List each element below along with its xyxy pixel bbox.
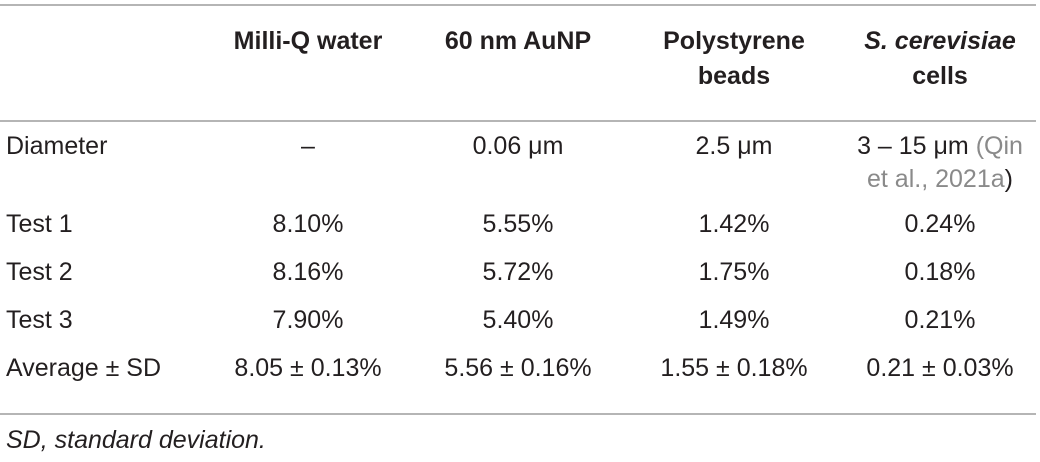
cell-water: 8.10% [272,210,344,238]
cell-beads: 1.49% [698,306,770,334]
cell-water: 8.16% [272,258,344,286]
cell-water: 8.05 ± 0.13% [234,354,382,382]
row-label: Average ± SD [6,354,162,382]
top-rule [0,4,1036,6]
header-s-cerevisiae-cells: S. cerevisiae cells [844,8,1036,104]
header-polystyrene-line2: beads [697,62,771,90]
header-rule [0,120,1036,122]
diameter-cells-value: 3 – 15 μm [857,132,969,160]
cell-beads: 1.42% [698,210,770,238]
header-polystyrene-beads: Polystyrene beads [624,8,844,104]
cell-cells: 0.18% [904,258,976,286]
header-polystyrene-line1: Polystyrene [663,27,805,55]
header-60nm-aunp: 60 nm AuNP [444,27,592,55]
cell-beads: 1.75% [698,258,770,286]
table-row: Test 1 8.10% 5.55% 1.42% 0.24% [0,208,1036,256]
cell-cells: 0.21 ± 0.03% [866,354,1014,382]
cell-water: 7.90% [272,306,344,334]
cell-beads: 1.55 ± 0.18% [660,354,808,382]
table-row: Test 2 8.16% 5.72% 1.75% 0.18% [0,256,1036,304]
cell-cells: 0.21% [904,306,976,334]
cell-water: – [301,132,315,160]
cell-aunp: 5.55% [482,210,554,238]
table-row-average: Average ± SD 8.05 ± 0.13% 5.56 ± 0.16% 1… [0,352,1036,400]
cell-aunp: 5.40% [482,306,554,334]
cell-cells: 3 – 15 μm (Qin et al., 2021a) [844,104,1036,208]
results-table: Milli-Q water 60 nm AuNP Polystyrene bea… [0,8,1036,400]
cell-aunp: 5.56 ± 0.16% [444,354,592,382]
citation-close-paren: ) [1004,165,1013,193]
bottom-rule [0,413,1036,415]
cell-aunp: 0.06 μm [472,132,564,160]
header-empty [0,8,204,104]
table-row-diameter: Diameter – 0.06 μm 2.5 μm 3 – 15 μm (Qin… [0,104,1036,208]
header-cerevisiae-line2: cells [912,62,968,90]
cell-cells: 0.24% [904,210,976,238]
cell-beads: 2.5 μm [695,132,773,160]
row-label: Test 3 [6,306,73,334]
row-label: Test 2 [6,258,73,286]
header-milli-q-water: Milli-Q water [233,27,383,55]
header-row: Milli-Q water 60 nm AuNP Polystyrene bea… [0,8,1036,104]
row-label: Diameter [6,132,108,160]
cell-aunp: 5.72% [482,258,554,286]
citation-link-part2[interactable]: et al., 2021a [867,165,1005,193]
table-row: Test 3 7.90% 5.40% 1.49% 0.21% [0,304,1036,352]
header-cerevisiae-line1: S. cerevisiae [864,27,1016,55]
row-label: Test 1 [6,210,73,238]
citation-link-part1[interactable]: (Qin [975,132,1023,160]
table-footnote: SD, standard deviation. [6,426,266,454]
